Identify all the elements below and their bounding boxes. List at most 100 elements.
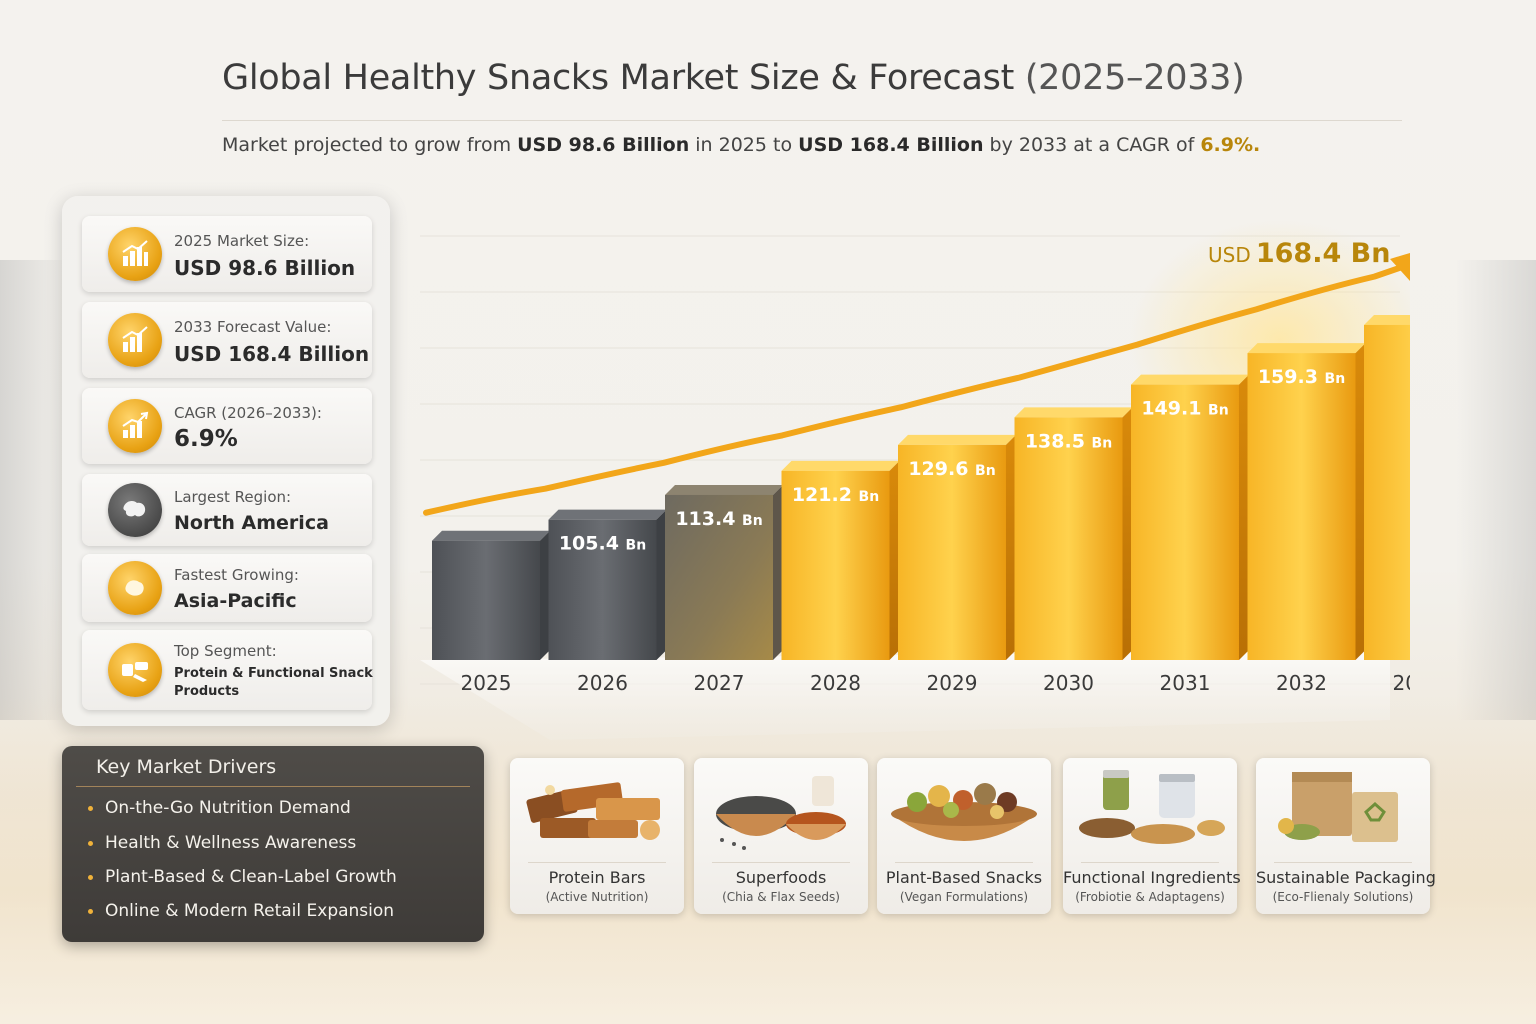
segment-name: Functional Ingredients [1063,868,1241,887]
stat-card-2025-size: 2025 Market Size: USD 98.6 Billion [82,216,372,292]
segment-name: Plant-Based Snacks [885,868,1043,887]
bar-side-face [1006,434,1016,660]
drivers-title: Key Market Drivers [96,756,277,778]
title-years: (2025–2033) [1024,58,1245,98]
bar-chart-icon [108,227,162,281]
segment-name: Superfoods [735,868,827,887]
title-main: Global Healthy Snacks Market Size & Fore… [222,58,1014,98]
bar-2031 [1131,374,1249,660]
bullet-icon [88,874,93,880]
segment-subtitle: (Vegan Formulations) [899,890,1029,904]
bar-top-face [1247,343,1366,354]
title-divider [222,120,1402,121]
driver-item: Plant-Based & Clean-Label Growth [88,867,397,887]
bar-top-face [432,530,550,541]
bar-2033 [1364,314,1410,660]
bar-front-face [432,540,540,660]
callout-prefix: USD [1208,243,1251,267]
superfoods-image [716,776,846,850]
bar-2025 [432,530,550,660]
subtitle-text: in 2025 to [689,134,799,156]
growth-arrow [423,261,1410,516]
growth-chart-icon [108,399,162,453]
bar-front-face [1131,384,1239,660]
bullet-icon [88,840,93,846]
segment-subtitle: (Active Nutrition) [545,890,649,904]
driver-label: On-the-Go Nutrition Demand [105,798,351,818]
chart-bars [432,314,1410,660]
stat-value: Asia-Pacific [174,590,297,612]
key-market-drivers-panel: Key Market Drivers On-the-Go Nutrition D… [62,746,484,942]
bar-side-face [889,460,900,660]
bar-front-face [548,519,657,660]
stat-value-line2: Products [174,684,240,699]
bar-2027 [665,484,783,660]
bar-side-face [540,530,550,660]
bar-2029 [898,434,1016,660]
chart-data-labels: 105.4 Bn 113.4 Bn 121.2 Bn 129.6 Bn 138.5 Bn… [559,366,1345,555]
data-label: 113.4 Bn [675,508,762,530]
stat-card-fastest-growing: Fastest Growing: Asia-Pacific [82,554,372,622]
bar-side-face [1239,374,1249,660]
driver-item: Online & Modern Retail Expansion [88,901,394,921]
driver-item: On-the-Go Nutrition Demand [88,798,351,818]
segment-card-sustainable-packaging: Sustainable Packaging (Eco-Flienaly Solu… [1256,758,1436,914]
forecast-callout: USD 168.4 Bn [1208,238,1390,269]
stat-label: CAGR (2026–2033): [174,404,322,422]
stat-label: Top Segment: [174,642,277,660]
data-label: 121.2 Bn [792,484,879,506]
bar-top-face [898,434,1016,445]
driver-label: Health & Wellness Awareness [105,833,357,853]
x-tick-label: 2029 [927,671,978,695]
stat-value: USD 98.6 Billion [174,256,356,280]
stat-value: USD 168.4 Billion [174,342,370,366]
data-label: 149.1 Bn [1141,398,1228,420]
bar-top-face [1014,407,1133,418]
x-tick-label: 2033 [1393,671,1410,695]
segment-divider [528,862,666,863]
segment-name: Sustainable Packaging [1256,868,1436,887]
stat-value: North America [174,512,329,534]
driver-item: Health & Wellness Awareness [88,833,356,853]
stats-panel: 2025 Market Size: USD 98.6 Billion 2033 … [62,196,390,726]
bar-2032 [1247,343,1366,660]
protein-bars-image [526,782,660,840]
page-title: Global Healthy Snacks Market Size & Fore… [222,58,1245,98]
subtitle-text: by 2033 at a CAGR of [983,134,1201,156]
globe-icon [108,483,162,537]
segment-name: Protein Bars [548,868,646,887]
drivers-divider [76,786,470,787]
segment-card-protein-bars: Protein Bars (Active Nutrition) [510,758,684,914]
data-label: 129.6 Bn [908,458,995,480]
bar-front-face [1364,324,1410,660]
bar-2030 [1014,407,1133,660]
driver-label: Plant-Based & Clean-Label Growth [105,867,397,887]
chart-x-tick-labels: 2025 2026 2027 2028 2029 2030 2031 2032 2033 [461,671,1410,695]
stat-card-cagr: CAGR (2026–2033): 6.9% [82,388,372,464]
callout-value: 168.4 Bn [1255,238,1391,269]
segment-subtitle: (Chia & Flax Seeds) [722,890,840,904]
bar-side-face [1122,407,1133,660]
x-tick-label: 2025 [461,671,512,695]
background-shelf-left [0,260,70,720]
segment-card-superfoods: Superfoods (Chia & Flax Seeds) [694,758,868,914]
globe-icon [108,561,162,615]
bar-front-face [781,470,890,660]
x-tick-label: 2028 [810,671,861,695]
stat-value-line1: Protein & Functional Snack [174,666,373,681]
data-label: 159.3 Bn [1258,366,1345,388]
stat-card-2033-forecast: 2033 Forecast Value: USD 168.4 Billion [82,302,372,378]
segment-divider [1081,862,1219,863]
x-tick-label: 2030 [1043,671,1094,695]
segment-divider [895,862,1033,863]
stat-label: 2033 Forecast Value: [174,318,332,336]
page-subtitle: Market projected to grow from USD 98.6 B… [222,134,1260,156]
bar-side-face [656,509,667,660]
bar-chart-icon [108,313,162,367]
subtitle-end-value: USD 168.4 Billion [798,134,984,156]
stat-card-largest-region: Largest Region: North America [82,474,372,546]
stat-label: 2025 Market Size: [174,232,310,250]
market-size-bar-chart: 105.4 Bn 113.4 Bn 121.2 Bn 129.6 Bn 138.5 Bn… [420,220,1410,740]
segment-subtitle: (Eco-Flienaly Solutions) [1272,890,1414,904]
snack-bar-icon [108,643,162,697]
